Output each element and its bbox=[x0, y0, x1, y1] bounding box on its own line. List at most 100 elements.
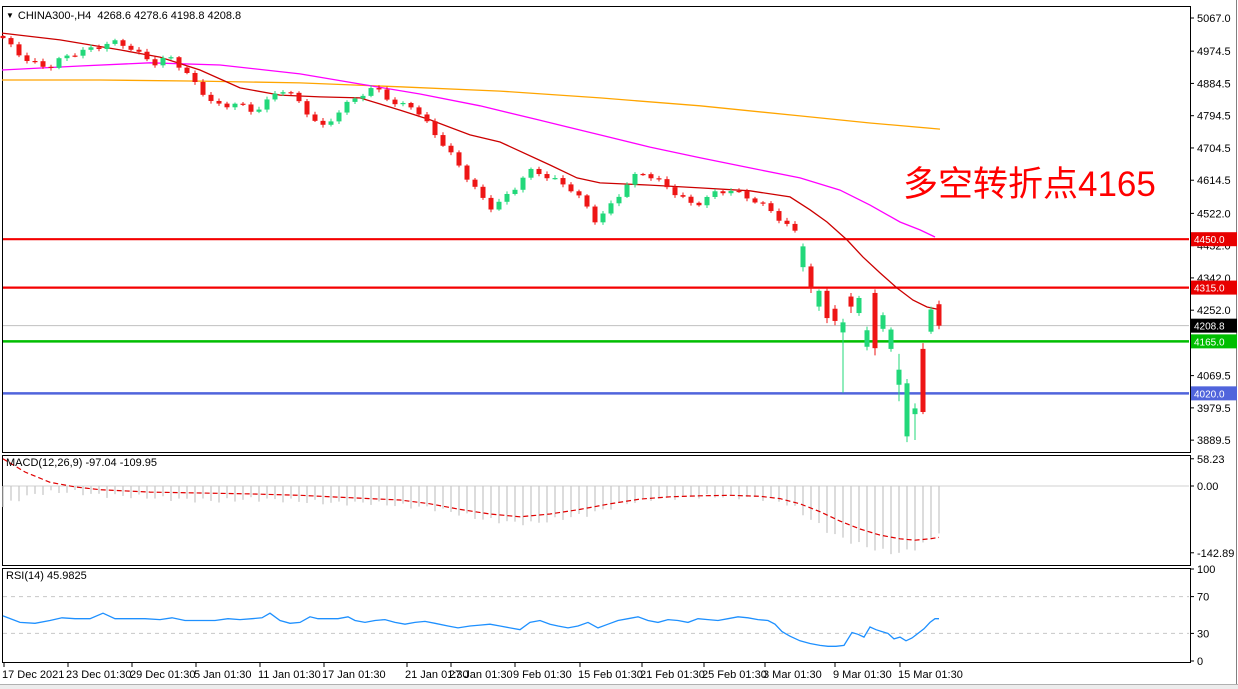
price-axis-label: 4614.5 bbox=[1197, 175, 1231, 187]
candle bbox=[680, 195, 686, 197]
candle bbox=[224, 103, 230, 108]
price-axis-label: 4884.5 bbox=[1197, 78, 1231, 90]
candle bbox=[880, 315, 886, 329]
candle bbox=[656, 178, 662, 180]
candle bbox=[520, 177, 526, 190]
price-badge-text: 4165.0 bbox=[1194, 337, 1225, 348]
time-axis-label: 21 Feb 01:30 bbox=[640, 669, 705, 681]
horizontal-level-lines[interactable] bbox=[3, 238, 1189, 395]
candle bbox=[464, 165, 470, 180]
time-axis-label: 15 Mar 01:30 bbox=[898, 669, 963, 681]
candle bbox=[48, 66, 54, 68]
ma-fast-red bbox=[1, 32, 941, 311]
price-badge-text: 4450.0 bbox=[1194, 235, 1225, 246]
candle bbox=[896, 369, 902, 385]
time-axis-label: 9 Feb 01:30 bbox=[513, 669, 572, 681]
candle bbox=[296, 92, 302, 102]
price-axis[interactable]: 5067.0 4974.5 4884.5 4794.5 4704.5 4614.5 4522… bbox=[1190, 13, 1237, 447]
candle bbox=[24, 55, 30, 61]
candle bbox=[920, 348, 926, 412]
candle bbox=[800, 246, 806, 268]
candle bbox=[592, 206, 598, 223]
candle bbox=[376, 88, 382, 90]
candle bbox=[176, 57, 182, 68]
candle bbox=[272, 93, 278, 100]
candle bbox=[544, 174, 550, 179]
candle bbox=[384, 89, 390, 100]
candle bbox=[576, 191, 582, 196]
price-badge-4315.0 bbox=[1191, 280, 1237, 295]
candle bbox=[240, 103, 246, 105]
candle bbox=[112, 40, 118, 44]
macd-indicator-label: MACD(12,26,9) -97.04 -109.95 bbox=[6, 457, 158, 469]
candle bbox=[616, 196, 622, 204]
rsi-axis[interactable]: 100 70 30 0 bbox=[1190, 564, 1215, 668]
price-axis-label: 4522.0 bbox=[1197, 208, 1231, 220]
symbol-period-label: CHINA300-,H4 bbox=[17, 10, 92, 22]
candle bbox=[200, 82, 206, 95]
candle bbox=[864, 330, 870, 347]
time-axis-label: 5 Jan 01:30 bbox=[194, 669, 252, 681]
ma-slow-orange bbox=[2, 79, 941, 130]
candle bbox=[856, 297, 862, 314]
candle bbox=[688, 196, 694, 203]
ma-mid-magenta bbox=[1, 62, 936, 238]
macd-signal-line bbox=[2, 458, 940, 541]
candle bbox=[776, 211, 782, 221]
price-axis-label: 4252.0 bbox=[1197, 305, 1231, 317]
candle bbox=[808, 266, 814, 288]
price-badge-4020.0 bbox=[1191, 386, 1237, 401]
candle bbox=[416, 107, 422, 115]
candle bbox=[208, 94, 214, 101]
candle bbox=[152, 59, 158, 66]
candle bbox=[232, 103, 238, 108]
candle bbox=[936, 304, 942, 326]
candle bbox=[400, 102, 406, 105]
candle bbox=[872, 292, 878, 349]
price-axis-label: 4704.5 bbox=[1197, 143, 1231, 155]
candle bbox=[792, 223, 798, 231]
candle bbox=[32, 60, 38, 63]
price-axis-label: 5067.0 bbox=[1197, 13, 1231, 25]
candle bbox=[104, 43, 110, 49]
price-badge-4450.0 bbox=[1191, 232, 1237, 247]
rsi-axis-label: 100 bbox=[1197, 564, 1215, 576]
chart-text-annotation[interactable]: 多空转折点4165 bbox=[903, 165, 1156, 204]
candle bbox=[0, 35, 6, 39]
rsi-line bbox=[2, 612, 939, 647]
candle bbox=[480, 186, 486, 198]
candle bbox=[128, 45, 134, 50]
candle bbox=[632, 173, 638, 185]
candle bbox=[336, 112, 342, 122]
candle bbox=[392, 99, 398, 105]
candle bbox=[64, 55, 70, 59]
candle bbox=[456, 152, 462, 166]
candle bbox=[832, 308, 838, 321]
macd-axis[interactable]: 58.23 0.00 -142.89 bbox=[1190, 454, 1234, 560]
candle bbox=[824, 290, 830, 319]
rsi-axis-label: 70 bbox=[1197, 592, 1209, 604]
candle bbox=[840, 322, 846, 333]
candle bbox=[368, 88, 374, 96]
rsi-panel bbox=[2, 596, 1189, 647]
macd-axis-label: 58.23 bbox=[1197, 454, 1225, 466]
time-axis-label: 9 Mar 01:30 bbox=[833, 669, 892, 681]
candle bbox=[888, 329, 894, 349]
price-badge-text: 4208.8 bbox=[1194, 322, 1225, 333]
candle bbox=[784, 220, 790, 224]
time-axis-label: 3 Mar 01:30 bbox=[763, 669, 822, 681]
candle bbox=[496, 201, 502, 210]
candle bbox=[608, 203, 614, 214]
rsi-axis-label: 0 bbox=[1197, 656, 1203, 668]
candle bbox=[512, 189, 518, 194]
candle bbox=[704, 196, 710, 206]
candle bbox=[744, 191, 750, 199]
candle bbox=[136, 49, 142, 52]
price-axis-label: 3889.5 bbox=[1197, 435, 1231, 447]
candle bbox=[184, 67, 190, 73]
time-axis-label: 29 Dec 01:30 bbox=[130, 669, 195, 681]
symbol-dropdown-icon[interactable]: ▼ bbox=[6, 11, 14, 20]
price-badge-text: 4315.0 bbox=[1194, 284, 1225, 295]
